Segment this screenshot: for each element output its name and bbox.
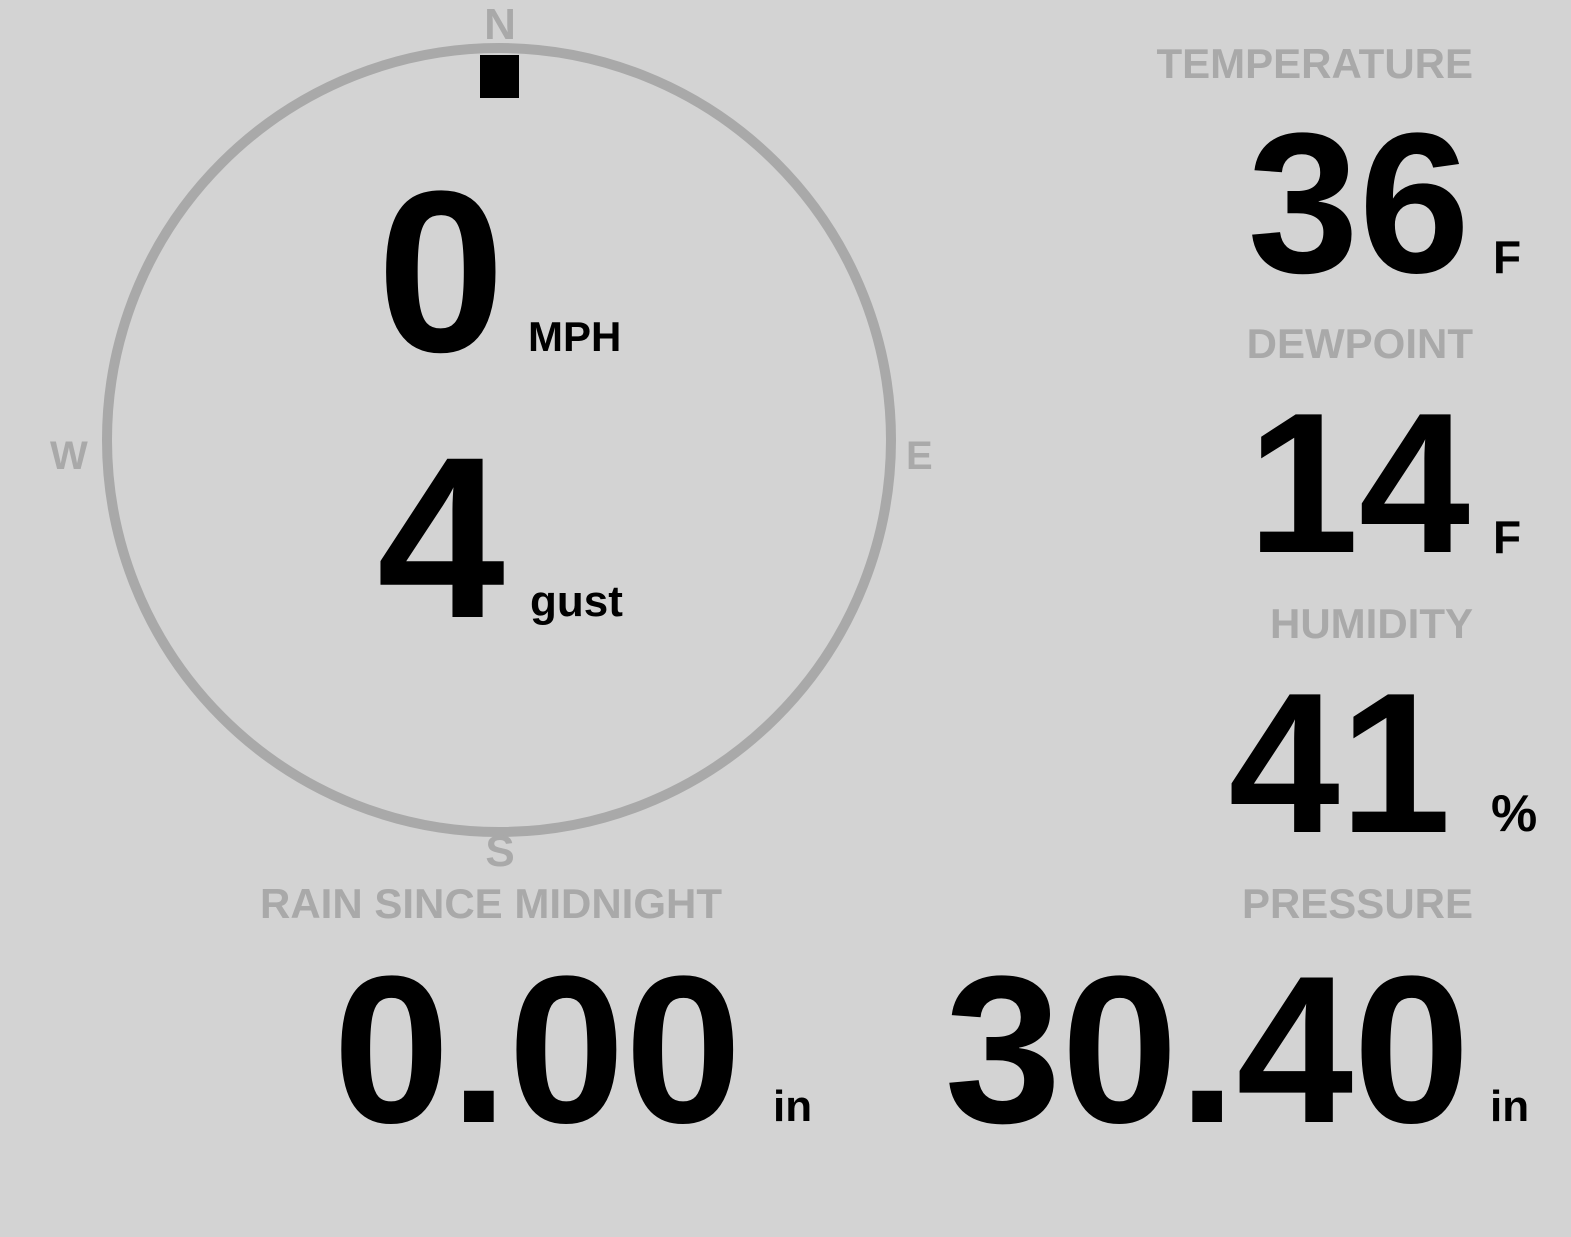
rain-label: RAIN SINCE MIDNIGHT — [260, 880, 722, 927]
dewpoint-label: DEWPOINT — [1246, 320, 1473, 367]
temperature-label: TEMPERATURE — [1156, 40, 1473, 87]
wind-speed-value: 0 — [377, 143, 505, 400]
pressure-unit: in — [1490, 1082, 1530, 1131]
dewpoint-value: 14 — [1247, 372, 1470, 595]
humidity-unit: % — [1491, 785, 1538, 843]
wind-speed-unit: MPH — [528, 313, 622, 360]
rain-value: 0.00 — [333, 932, 742, 1167]
compass-ring — [102, 43, 896, 837]
wind-gust-unit: gust — [530, 577, 623, 626]
compass-south: S — [485, 827, 515, 876]
pressure-value: 30.40 — [944, 932, 1470, 1167]
dewpoint-unit: F — [1493, 511, 1522, 563]
compass-east: E — [906, 434, 933, 478]
humidity-label: HUMIDITY — [1270, 600, 1473, 647]
compass-north: N — [484, 0, 516, 49]
rain-unit: in — [773, 1082, 813, 1131]
temperature-unit: F — [1493, 231, 1522, 283]
wind-gust-value: 4 — [377, 409, 505, 666]
humidity-value: 41 — [1228, 652, 1451, 875]
pressure-label: PRESSURE — [1241, 880, 1473, 927]
compass-west: W — [50, 434, 88, 478]
temperature-value: 36 — [1247, 92, 1470, 315]
wind-direction-indicator — [480, 55, 519, 98]
